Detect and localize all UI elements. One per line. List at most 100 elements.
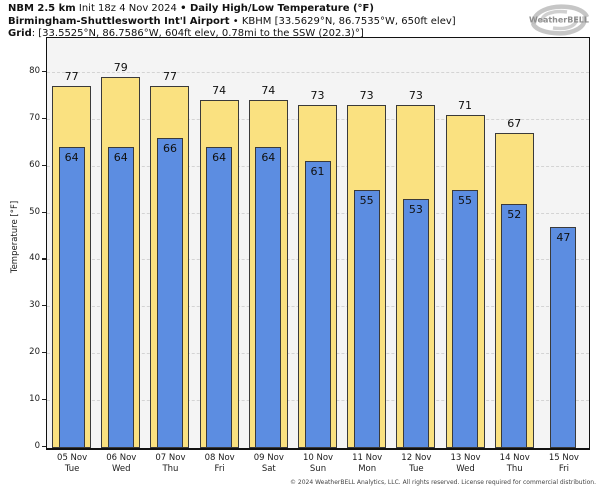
x-tick-label: 13 Nov Wed [441,453,490,475]
logo-text: WeatherBELL [529,16,589,25]
low-value-label: 64 [212,151,227,165]
low-bar [550,227,577,448]
x-tick-label: 05 Nov Tue [48,453,97,475]
x-tick-weekday: Mon [358,464,377,474]
grid-coords: : [33.5525°N, 86.7586°W, 604ft elev, 0.7… [31,28,364,39]
y-tick-label: 80 [29,65,40,76]
high-value-label: 79 [113,61,128,75]
x-tick-date: 15 Nov [548,453,579,463]
y-axis-title: Temperature [°F] [10,200,20,274]
station-name: Birmingham-Shuttlesworth Int'l Airport [8,15,230,27]
y-tick-mark [42,352,46,354]
x-tick-weekday: Sun [309,464,327,474]
x-tick-label: 15 Nov Fri [539,453,588,475]
x-tick-label: 14 Nov Thu [490,453,539,475]
y-tick-mark [42,70,46,72]
x-tick-date: 12 Nov [401,453,432,463]
low-bar [452,189,479,448]
chart-title: • Daily High/Low Temperature (°F) [180,3,374,14]
x-tick-weekday: Wed [456,464,475,474]
x-tick-weekday: Thu [506,464,523,474]
x-tick-label: 09 Nov Sat [244,453,293,475]
low-value-label: 52 [507,207,522,221]
low-bar [501,203,528,448]
model-name: NBM 2.5 km [8,3,76,14]
x-tick-date: 05 Nov [57,453,88,463]
high-value-label: 73 [359,89,374,103]
low-value-label: 61 [310,165,325,179]
x-tick-date: 08 Nov [204,453,235,463]
y-tick-mark [42,117,46,119]
y-tick-label: 40 [29,253,40,264]
y-tick-label: 60 [29,159,40,170]
y-tick-mark [42,258,46,260]
x-tick-weekday: Tue [64,464,80,474]
low-value-label: 47 [556,231,571,245]
weatherbell-logo: WeatherBELL [524,2,594,38]
low-bar [255,147,282,448]
x-tick-date: 07 Nov [155,453,186,463]
y-tick-mark [42,399,46,401]
low-value-label: 55 [359,193,374,207]
station-coords: • KBHM [33.5629°N, 86.7535°W, 650ft elev… [229,15,456,27]
high-value-label: 73 [310,89,325,103]
high-value-label: 74 [212,84,227,98]
low-value-label: 55 [458,193,473,207]
x-tick-label: 07 Nov Thu [146,453,195,475]
hurricane-swirl-icon: WeatherBELL [529,4,590,36]
y-tick-label: 50 [29,206,40,217]
x-tick-date: 09 Nov [253,453,284,463]
init-time: Init 18z 4 Nov 2024 [75,3,181,14]
y-tick-mark [42,446,46,448]
x-tick-label: 11 Nov Mon [343,453,392,475]
footer-copyright: © 2024 WeatherBELL Analytics, LLC. All r… [290,479,596,486]
x-tick-weekday: Fri [214,464,225,474]
x-tick-weekday: Sat [261,464,276,474]
low-bar [107,147,134,448]
high-value-label: 77 [162,70,177,84]
high-value-label: 74 [261,84,276,98]
x-tick-label: 06 Nov Wed [97,453,146,475]
x-tick-date: 11 Nov [352,453,383,463]
low-bar [402,198,429,448]
low-value-label: 64 [113,151,128,165]
low-value-label: 64 [261,151,276,165]
high-value-label: 73 [408,89,423,103]
y-tick-label: 10 [29,394,40,405]
x-tick-label: 10 Nov Sun [293,453,342,475]
header-line-1: NBM 2.5 km Init 18z 4 Nov 2024 • Daily H… [8,3,518,16]
grid-label: Grid [8,28,32,39]
y-tick-label: 70 [29,112,40,123]
low-bar [156,137,183,448]
chart-header: NBM 2.5 km Init 18z 4 Nov 2024 • Daily H… [8,3,518,41]
high-value-label: 77 [64,70,79,84]
low-bar [206,147,233,448]
header-line-2: Birmingham-Shuttlesworth Int'l Airport •… [8,16,518,29]
low-value-label: 53 [408,202,423,216]
low-bar [304,161,331,448]
x-tick-weekday: Tue [409,464,424,474]
y-tick-mark [42,164,46,166]
low-bar [353,189,380,448]
x-tick-weekday: Fri [558,464,569,474]
x-tick-label: 08 Nov Fri [195,453,244,475]
high-value-label: 67 [507,117,522,131]
y-tick-label: 20 [29,347,40,358]
x-tick-date: 06 Nov [106,453,137,463]
x-tick-weekday: Wed [111,464,131,474]
y-tick-label: 30 [29,300,40,311]
y-tick-mark [42,305,46,307]
grid-line [47,71,589,73]
x-tick-date: 10 Nov [302,453,334,463]
header-line-3: Grid: [33.5525°N, 86.7586°W, 604ft elev,… [8,28,518,41]
low-bar [58,147,85,448]
y-tick-label: 0 [34,441,40,451]
low-value-label: 64 [64,151,79,165]
plot-area: 77 64 79 64 77 66 74 64 74 64 73 61 73 55 73 53 71 55 67 52… [46,37,590,450]
high-value-label: 71 [458,98,473,112]
x-tick-label: 12 Nov Tue [392,453,441,475]
plot-inner: 77 64 79 64 77 66 74 64 74 64 73 61 73 55 73 53 71 55 67 52… [47,38,589,448]
y-tick-mark [42,211,46,213]
low-value-label: 66 [162,141,177,155]
